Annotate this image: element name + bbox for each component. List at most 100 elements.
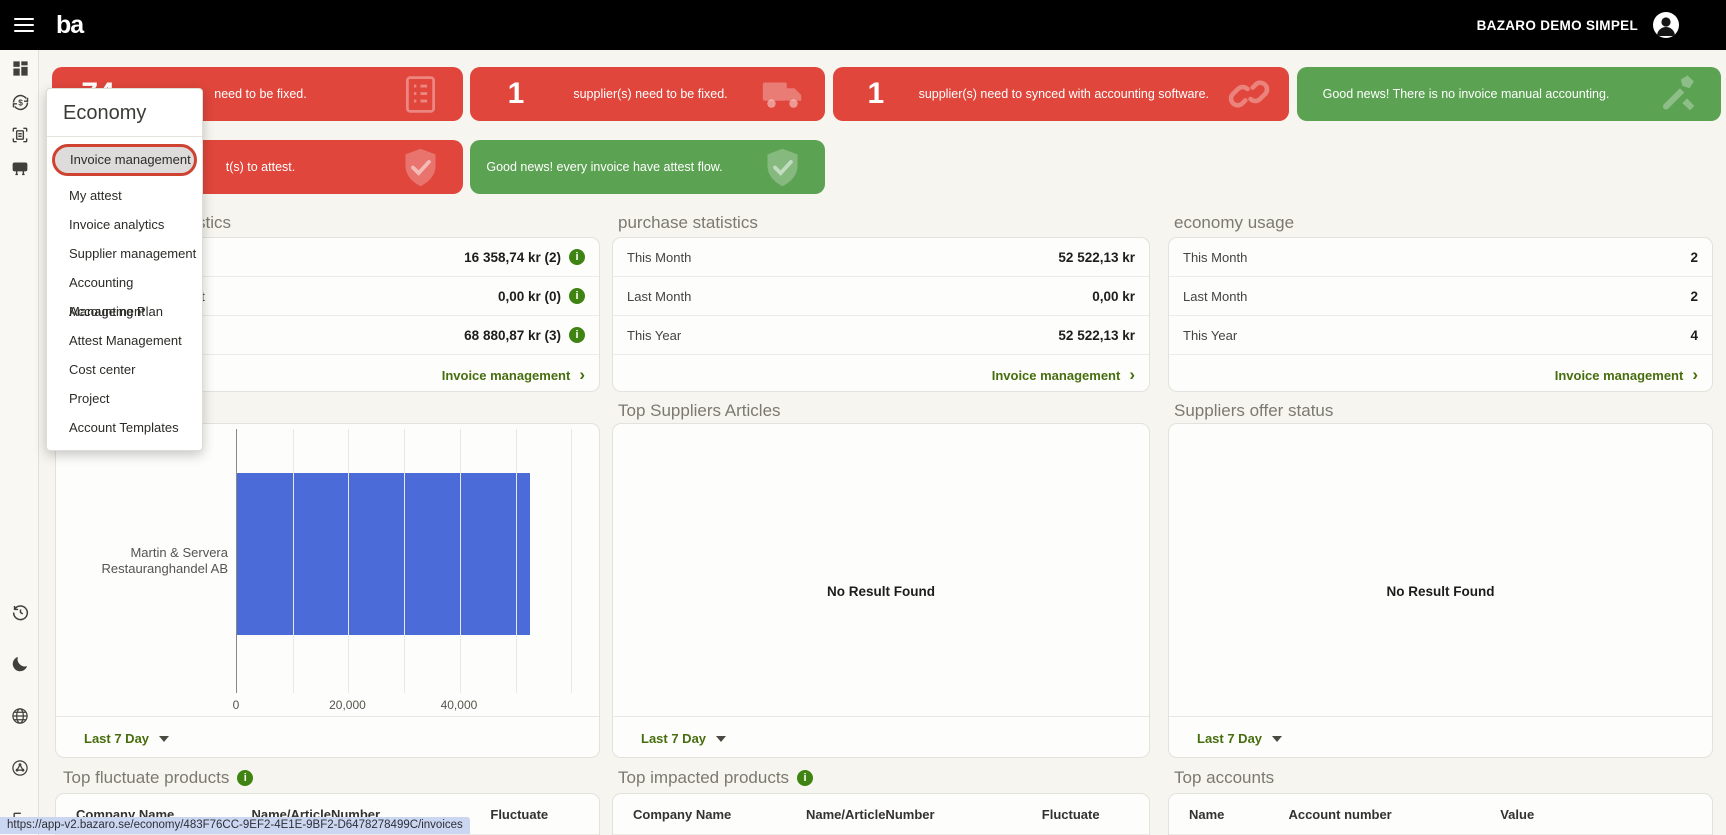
stat-value: 4 xyxy=(1690,327,1698,343)
menu-item-supplier-management[interactable]: Supplier management xyxy=(69,246,197,261)
gridline xyxy=(459,429,461,693)
empty-state-text: No Result Found xyxy=(1386,584,1495,599)
invoice-management-link[interactable]: Invoice management xyxy=(442,368,585,383)
stat-label: This Year xyxy=(627,327,682,343)
stat-row: Last Month 2 xyxy=(1169,277,1712,316)
menu-item-accounting-management[interactable]: Accounting Management xyxy=(69,275,145,319)
brand-logo[interactable]: ba xyxy=(56,10,84,39)
card-terminal-icon[interactable] xyxy=(9,158,31,180)
column-header: Fluctuate xyxy=(1041,806,1100,822)
stat-value: 52 522,13 kr xyxy=(1058,249,1135,265)
info-icon[interactable] xyxy=(569,249,585,265)
menu-item-invoice-management[interactable]: Invoice management xyxy=(52,144,197,176)
column-header: Fluctuate xyxy=(490,806,549,822)
section-title-text: Top fluctuate products xyxy=(63,768,230,787)
stat-label: This Year xyxy=(1183,327,1238,343)
suppliers-offer-status-title: Suppliers offer status xyxy=(1174,401,1334,420)
network-globe-icon[interactable] xyxy=(9,757,31,779)
info-icon[interactable] xyxy=(237,770,254,786)
svg-text:$: $ xyxy=(18,97,23,107)
suppliers-offer-status-card: No Result Found Last 7 Day xyxy=(1168,423,1713,758)
top-impacted-products-table: Company Name Name/ArticleNumber Fluctuat… xyxy=(612,793,1150,835)
stat-row: This Month 52 522,13 kr xyxy=(613,238,1149,277)
column-header: Company Name xyxy=(633,806,732,822)
alert-suppliers-to-sync[interactable]: 1 supplier(s) need to synced with accoun… xyxy=(833,67,1289,121)
range-label: Last 7 Day xyxy=(1197,730,1263,746)
column-header: Account number xyxy=(1288,806,1392,822)
gridline xyxy=(404,429,406,693)
x-tick-label: 20,000 xyxy=(329,698,366,712)
invoice-management-link[interactable]: Invoice management xyxy=(1555,368,1698,383)
stat-value: 0,00 kr (0) xyxy=(497,288,561,304)
range-dropdown[interactable]: Last 7 Day xyxy=(84,723,169,753)
alert-no-manual-accounting[interactable]: Good news! There is no invoice manual ac… xyxy=(1297,67,1721,121)
menu-item-accounting-plan[interactable]: Accounting Plan xyxy=(69,304,163,319)
gridline xyxy=(292,429,294,693)
economy-usage-title: economy usage xyxy=(1174,213,1295,232)
menu-item-project[interactable]: Project xyxy=(69,391,110,406)
top-suppliers-chart-card: Martin & Servera Restauranghandel AB 0 20… xyxy=(55,423,600,758)
info-icon[interactable] xyxy=(797,770,814,786)
stat-row: 16 358,74 kr (2) xyxy=(56,238,599,277)
x-tick-label: 40,000 xyxy=(440,698,478,712)
top-bar: ba BAZARO DEMO SIMPEL xyxy=(0,0,1726,50)
alert-attest-flow-ok[interactable]: Good news! every invoice have attest flo… xyxy=(470,140,825,194)
gridline xyxy=(348,429,350,693)
stat-value: 0,00 kr xyxy=(1092,288,1135,304)
purchase-statistics-title: purchase statistics xyxy=(618,213,758,232)
top-accounts-table: Name Account number Value xyxy=(1168,793,1713,835)
stat-value: 68 880,87 kr (3) xyxy=(464,327,561,343)
range-dropdown[interactable]: Last 7 Day xyxy=(641,723,726,753)
top-suppliers-articles-card: No Result Found Last 7 Day xyxy=(612,423,1150,758)
scan-invoice-icon[interactable] xyxy=(9,124,31,146)
invoice-management-link[interactable]: Invoice management xyxy=(992,368,1135,383)
stat-row: This Year 4 xyxy=(1169,316,1712,355)
stat-value: 16 358,74 kr (2) xyxy=(464,249,561,265)
top-impacted-products-title: Top impacted products xyxy=(618,768,814,788)
alert-message: supplier(s) need to synced with accounti… xyxy=(918,87,1210,101)
dark-mode-moon-icon[interactable] xyxy=(9,653,31,675)
bar-category-label: Martin & Servera Restauranghandel AB xyxy=(101,545,228,576)
chain-link-icon xyxy=(1209,72,1289,116)
language-globe-icon[interactable] xyxy=(9,705,31,727)
stat-row: Last Month 0,00 kr xyxy=(613,277,1149,316)
account-name[interactable]: BAZARO DEMO SIMPEL xyxy=(1476,17,1638,33)
hamburger-menu-icon[interactable] xyxy=(14,18,34,32)
gridline xyxy=(571,429,573,693)
invoice-statistics-title: stics xyxy=(197,213,231,232)
stat-label: Last Month xyxy=(627,288,692,304)
section-title-text: Top impacted products xyxy=(618,768,790,787)
alert-message: need to be fixed. xyxy=(214,87,307,101)
menu-item-cost-center[interactable]: Cost center xyxy=(69,362,136,377)
menu-item-my-attest[interactable]: My attest xyxy=(69,188,122,203)
menu-item-account-templates[interactable]: Account Templates xyxy=(69,420,179,435)
stat-label: Last Month xyxy=(1183,288,1248,304)
alert-suppliers-to-fix[interactable]: 1 supplier(s) need to be fixed. xyxy=(470,67,825,121)
stat-label: This Month xyxy=(1183,249,1248,265)
alert-message: supplier(s) need to be fixed. xyxy=(573,87,728,101)
menu-item-invoice-analytics[interactable]: Invoice analytics xyxy=(69,217,165,232)
user-avatar-icon[interactable] xyxy=(1652,11,1680,39)
history-icon[interactable] xyxy=(9,601,31,623)
economy-usage-card: This Month 2 Last Month 2 This Year 4 In… xyxy=(1168,237,1713,392)
info-icon[interactable] xyxy=(569,288,585,304)
stat-row: This Month 2 xyxy=(1169,238,1712,277)
stat-value: 52 522,13 kr xyxy=(1058,327,1135,343)
range-label: Last 7 Day xyxy=(641,730,707,746)
x-axis-ticks: 0 20,000 40,000 xyxy=(233,698,576,714)
menu-title: Economy xyxy=(63,102,147,124)
range-dropdown[interactable]: Last 7 Day xyxy=(1197,723,1282,753)
currency-sync-icon[interactable]: $ xyxy=(9,91,31,113)
menu-item-attest-management[interactable]: Attest Management xyxy=(69,333,182,348)
stat-label: This Month xyxy=(627,249,692,265)
link-preview-statusbar: https://app-v2.bazaro.se/economy/483F76C… xyxy=(0,817,470,834)
purchase-statistics-card: This Month 52 522,13 kr Last Month 0,00 … xyxy=(612,237,1150,392)
alert-message: Good news! every invoice have attest flo… xyxy=(486,160,723,174)
dashboard-icon[interactable] xyxy=(9,57,31,79)
alert-message: t(s) to attest. xyxy=(225,160,296,174)
left-sidebar: $ xyxy=(0,50,39,835)
info-icon[interactable] xyxy=(569,327,585,343)
top-suppliers-articles-title: Top Suppliers Articles xyxy=(618,401,781,420)
bar xyxy=(237,473,530,635)
